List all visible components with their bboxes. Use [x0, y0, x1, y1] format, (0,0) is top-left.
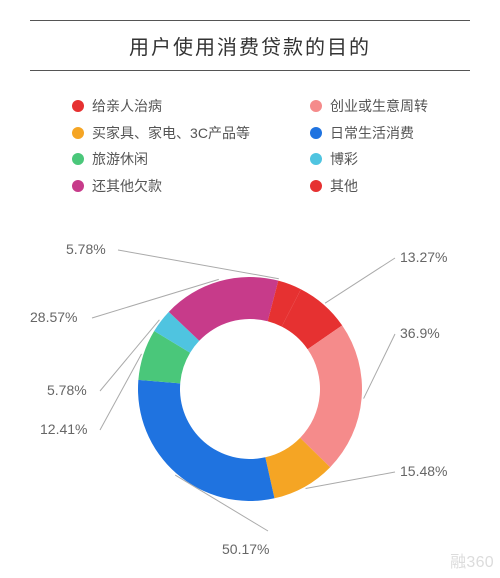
donut-slice — [138, 380, 274, 501]
legend-label: 旅游休闲 — [92, 146, 148, 173]
donut-chart: 13.27% 36.9% 15.48% 50.17% 12.41% 5.78% 28.57%… — [0, 209, 500, 569]
legend-item-left-1: 买家具、家电、3C产品等 — [72, 120, 250, 147]
legend-item-left-3: 还其他欠款 — [72, 173, 250, 200]
legend-item-right-0: 创业或生意周转 — [310, 93, 428, 120]
percent-label: 36.9% — [400, 325, 440, 341]
legend-item-left-0: 给亲人治病 — [72, 93, 250, 120]
chart-title: 用户使用消费贷款的目的 — [0, 27, 500, 64]
legend-label: 其他 — [330, 173, 358, 200]
percent-label: 50.17% — [222, 541, 269, 557]
percent-label: 28.57% — [30, 309, 77, 325]
percent-label: 12.41% — [40, 421, 87, 437]
legend-dot-icon — [72, 100, 84, 112]
legend-item-right-2: 博彩 — [310, 146, 428, 173]
legend-label: 创业或生意周转 — [330, 93, 428, 120]
percent-label: 13.27% — [400, 249, 447, 265]
legend-label: 给亲人治病 — [92, 93, 162, 120]
percent-label: 5.78% — [66, 241, 106, 257]
leader-line — [364, 334, 395, 399]
legend-dot-icon — [310, 180, 322, 192]
legend-label: 日常生活消费 — [330, 120, 414, 147]
title-rule-bottom — [30, 70, 470, 71]
legend-label: 还其他欠款 — [92, 173, 162, 200]
legend-dot-icon — [72, 180, 84, 192]
legend-label: 买家具、家电、3C产品等 — [92, 120, 250, 147]
title-block: 用户使用消费贷款的目的 — [0, 0, 500, 71]
legend-item-right-1: 日常生活消费 — [310, 120, 428, 147]
legend-dot-icon — [310, 100, 322, 112]
leader-line — [118, 250, 279, 279]
legend-item-left-2: 旅游休闲 — [72, 146, 250, 173]
legend-column-right: 创业或生意周转日常生活消费博彩其他 — [310, 93, 428, 199]
legend-dot-icon — [310, 127, 322, 139]
legend-item-right-3: 其他 — [310, 173, 428, 200]
legend-dot-icon — [72, 127, 84, 139]
legend-column-left: 给亲人治病买家具、家电、3C产品等旅游休闲还其他欠款 — [72, 93, 250, 199]
legend: 给亲人治病买家具、家电、3C产品等旅游休闲还其他欠款 创业或生意周转日常生活消费… — [0, 93, 500, 199]
leader-line — [100, 354, 142, 430]
legend-dot-icon — [310, 153, 322, 165]
percent-label: 5.78% — [47, 382, 87, 398]
watermark: 融360 — [450, 548, 494, 572]
legend-label: 博彩 — [330, 146, 358, 173]
legend-dot-icon — [72, 153, 84, 165]
title-rule-top — [30, 20, 470, 21]
leader-line — [325, 258, 395, 303]
percent-label: 15.48% — [400, 463, 447, 479]
